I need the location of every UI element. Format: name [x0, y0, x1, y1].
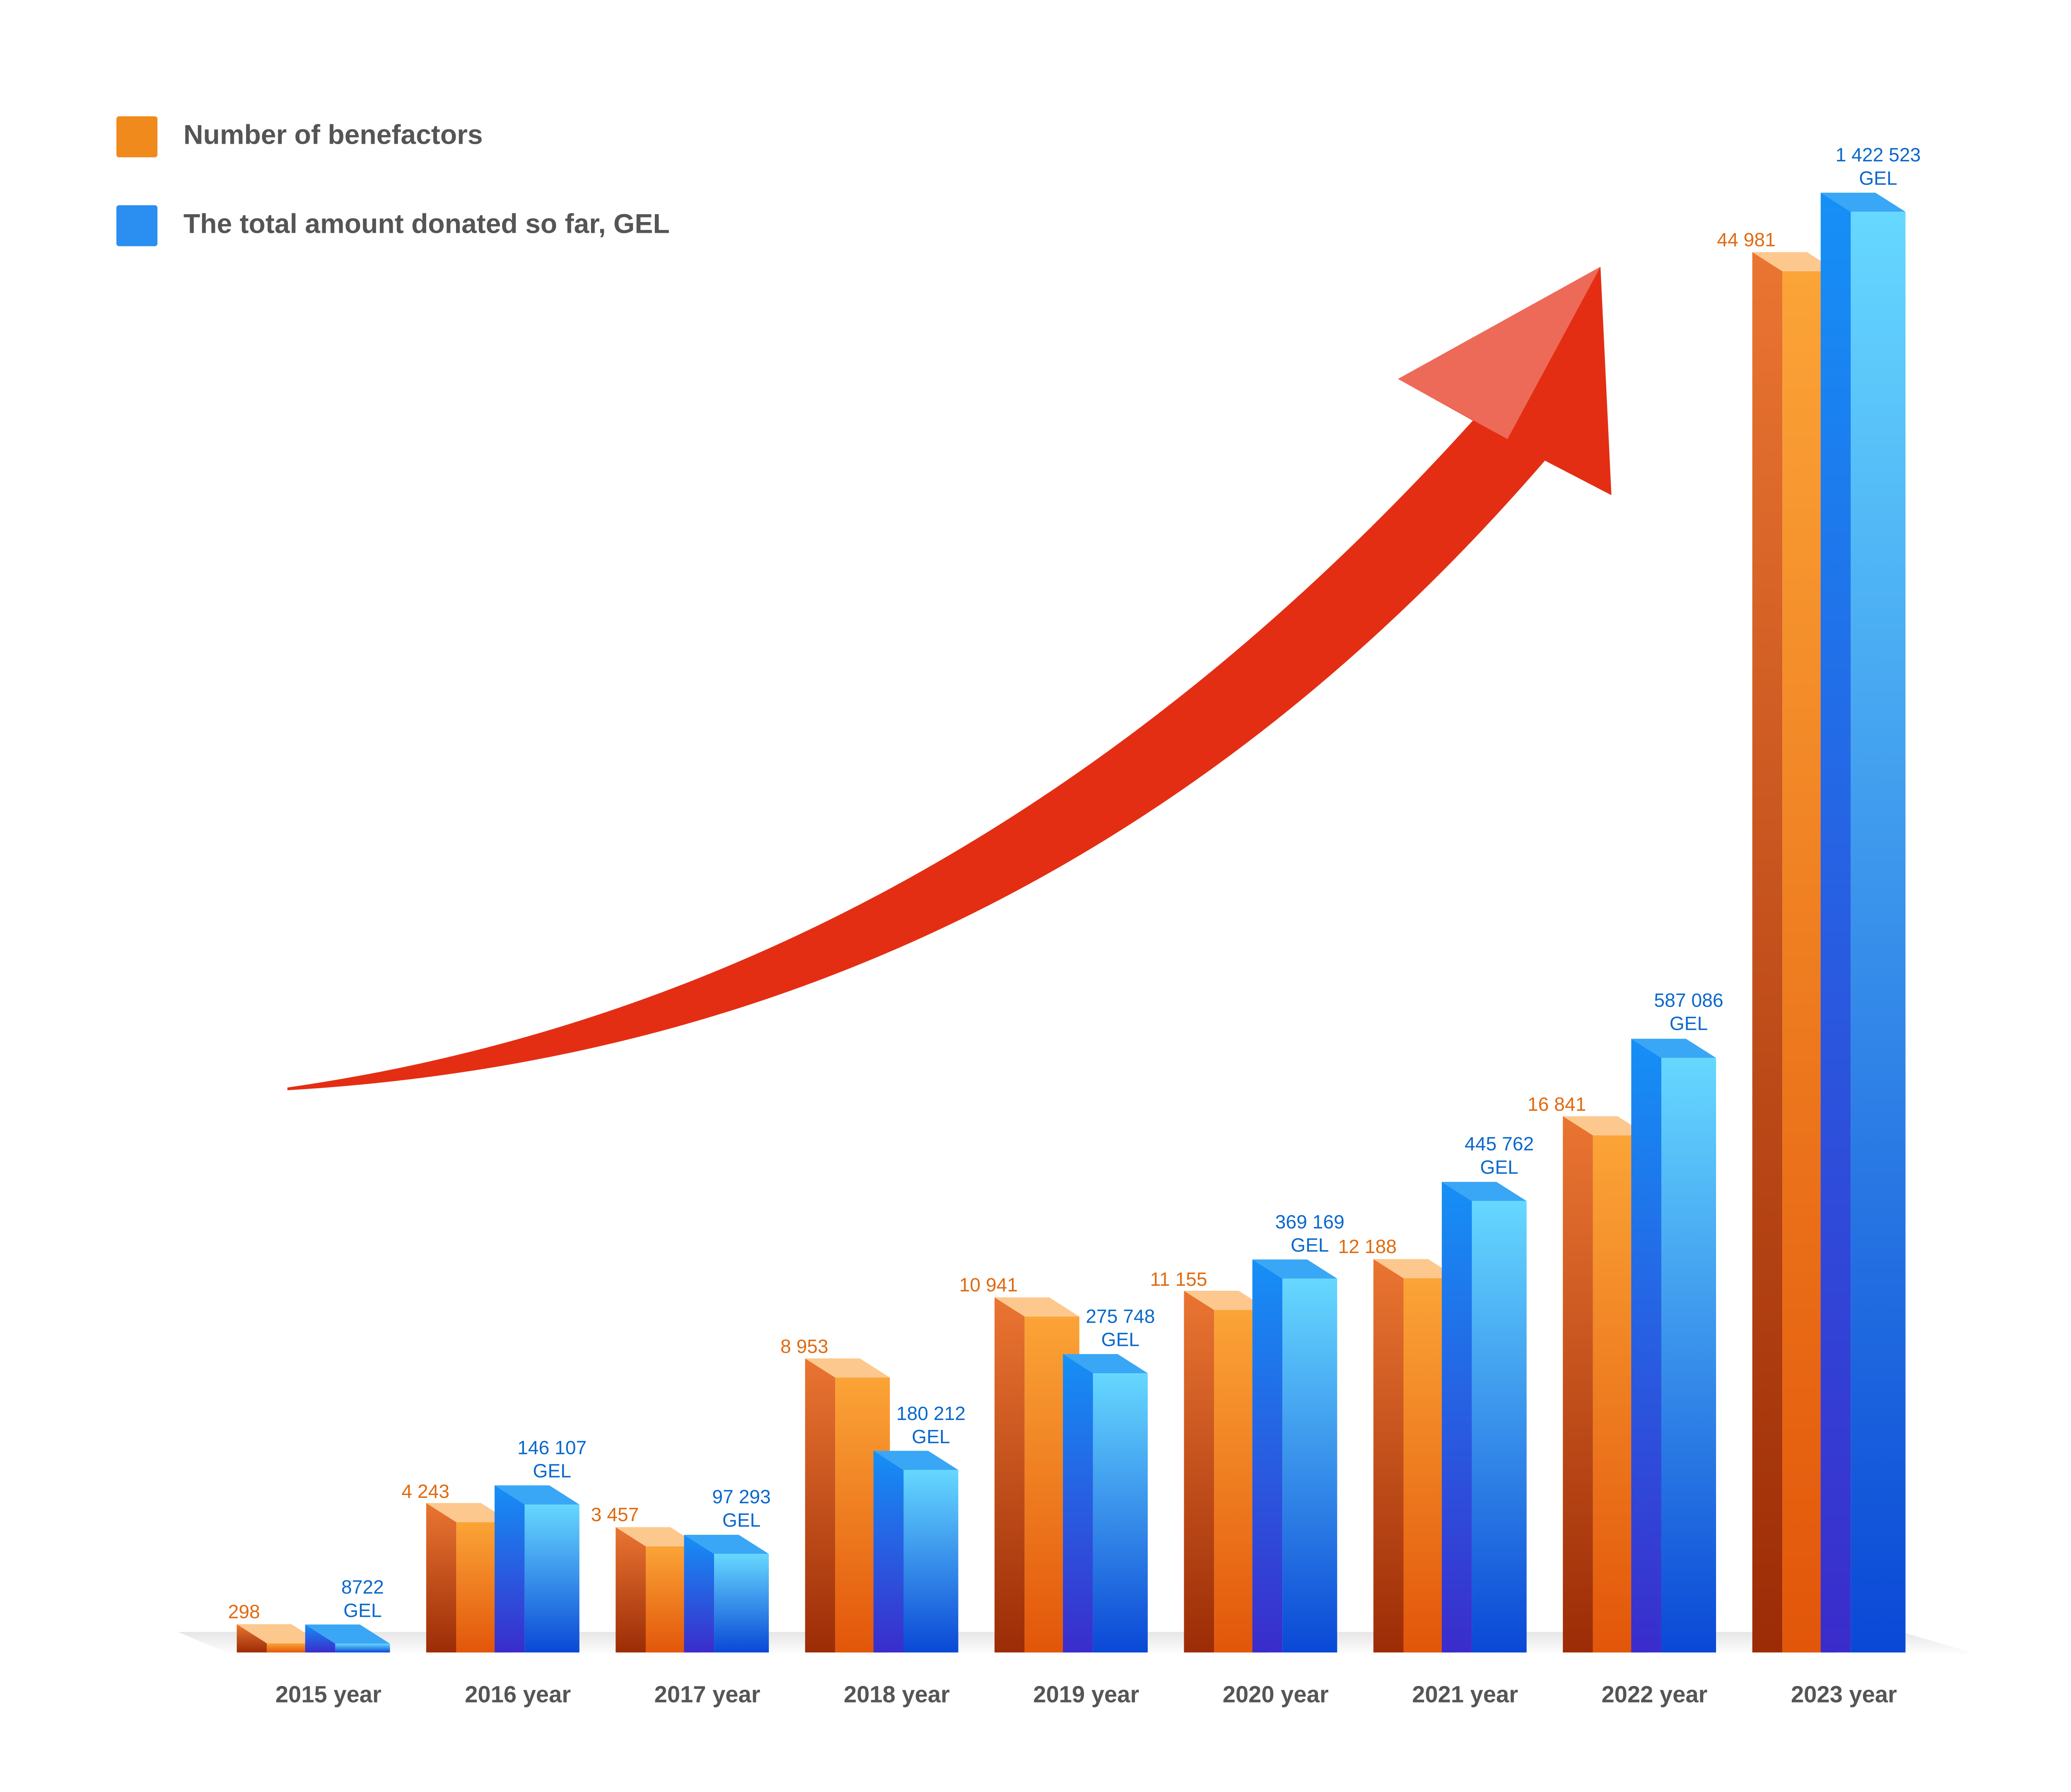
- value-label: 8 953: [780, 1335, 828, 1357]
- value-label: 12 188: [1338, 1236, 1397, 1258]
- bar-top: [495, 1485, 579, 1505]
- bar: [1851, 212, 1906, 1653]
- value-label-box: 1 422 523 GEL: [1835, 143, 1921, 189]
- bar-side: [426, 1503, 456, 1653]
- value-label-box: 445 762 GEL: [1465, 1133, 1534, 1178]
- value-label: 445 762 GEL: [1465, 1133, 1534, 1178]
- value-label: 369 169 GEL: [1275, 1210, 1344, 1256]
- value-label-box: 3 457: [591, 1504, 639, 1526]
- value-label-box: 12 188: [1338, 1236, 1397, 1258]
- bar-top: [1184, 1291, 1269, 1310]
- x-tick-label: 2018 year: [844, 1681, 950, 1707]
- x-tick-label: 2020 year: [1223, 1681, 1329, 1707]
- bar-side: [684, 1535, 714, 1653]
- value-label: 146 107 GEL: [517, 1436, 587, 1481]
- trend-arrow-highlight: [1398, 266, 1601, 440]
- value-label: 16 841: [1527, 1093, 1586, 1115]
- bar-side: [616, 1527, 646, 1653]
- bar-top: [1752, 252, 1837, 271]
- value-label-box: 97 293 GEL: [712, 1485, 771, 1531]
- bar-side: [1752, 252, 1783, 1653]
- bar-top: [805, 1358, 890, 1378]
- value-label: 11 155: [1150, 1267, 1207, 1290]
- legend-label: The total amount donated so far, GEL: [183, 208, 670, 239]
- bar: [714, 1554, 769, 1653]
- bar-top: [1820, 193, 1906, 212]
- value-label-box: 10 941: [959, 1274, 1018, 1296]
- bar-side: [495, 1485, 525, 1653]
- legend-swatch: [116, 116, 158, 157]
- value-label: 298: [228, 1601, 260, 1623]
- value-label-box: 298: [228, 1601, 260, 1623]
- value-label: 180 212 GEL: [896, 1401, 966, 1447]
- bar-top: [426, 1503, 511, 1522]
- bar-side: [873, 1451, 904, 1653]
- x-tick-label: 2022 year: [1601, 1681, 1707, 1707]
- bar-top: [684, 1535, 769, 1554]
- value-label-box: 8 953: [780, 1335, 828, 1357]
- bar-side: [994, 1297, 1025, 1653]
- bar: [1472, 1201, 1527, 1653]
- bar-top: [1441, 1182, 1527, 1201]
- value-label: 1 422 523 GEL: [1835, 143, 1921, 189]
- bar-side: [305, 1624, 336, 1653]
- value-label-box: 16 841: [1527, 1093, 1586, 1115]
- bar: [1282, 1278, 1337, 1653]
- x-tick-label: 2015 year: [275, 1681, 381, 1707]
- x-tick-label: 2023 year: [1791, 1681, 1897, 1707]
- value-label-box: 146 107 GEL: [517, 1436, 587, 1481]
- value-label-box: 180 212 GEL: [896, 1401, 966, 1447]
- value-label: 8722 GEL: [341, 1575, 384, 1621]
- bar-top: [873, 1451, 958, 1470]
- legend-swatch: [116, 205, 158, 246]
- bar-top: [1563, 1116, 1648, 1135]
- bar-side: [1184, 1291, 1214, 1653]
- value-label: 587 086 GEL: [1654, 989, 1723, 1035]
- value-label: 4 243: [401, 1480, 450, 1502]
- bar-top: [994, 1297, 1079, 1317]
- bar: [1661, 1058, 1716, 1653]
- bar-side: [1441, 1182, 1472, 1653]
- bar-side: [1563, 1116, 1593, 1653]
- bar-top: [1631, 1038, 1716, 1058]
- value-label: 3 457: [591, 1504, 639, 1526]
- value-label-box: 369 169 GEL: [1275, 1210, 1344, 1256]
- value-label: 97 293 GEL: [712, 1485, 771, 1531]
- bar-side: [1252, 1259, 1283, 1653]
- bar-top: [1063, 1354, 1148, 1374]
- bar-side: [1631, 1038, 1661, 1653]
- bar-side: [805, 1358, 835, 1653]
- bar-top: [305, 1624, 390, 1644]
- bar: [1093, 1373, 1148, 1653]
- legend-label: Number of benefactors: [183, 119, 483, 150]
- bar-side: [1820, 193, 1851, 1653]
- value-label-box: 8722 GEL: [341, 1575, 384, 1621]
- bar-side: [1373, 1259, 1404, 1653]
- bar: [335, 1643, 390, 1653]
- x-tick-label: 2019 year: [1033, 1681, 1139, 1707]
- x-tick-label: 2021 year: [1412, 1681, 1518, 1707]
- value-label: 44 981: [1717, 229, 1776, 251]
- bar-side: [1063, 1354, 1093, 1653]
- value-label-box: 44 981: [1717, 229, 1776, 251]
- bar-top: [1373, 1259, 1458, 1278]
- trend-arrow-body: [287, 418, 1546, 1090]
- value-label-box: 11 155: [1150, 1267, 1207, 1290]
- value-label: 275 748 GEL: [1086, 1304, 1155, 1350]
- bar: [524, 1504, 579, 1653]
- bar-top: [616, 1527, 701, 1546]
- bar-top: [237, 1624, 322, 1644]
- value-label-box: 4 243: [401, 1480, 450, 1502]
- value-label-box: 587 086 GEL: [1654, 989, 1723, 1035]
- x-tick-label: 2016 year: [465, 1681, 571, 1707]
- bar-side: [237, 1624, 267, 1653]
- bar-top: [1252, 1259, 1337, 1279]
- value-label-box: 275 748 GEL: [1086, 1304, 1155, 1350]
- bar: [903, 1470, 958, 1653]
- x-tick-label: 2017 year: [654, 1681, 760, 1707]
- value-label: 10 941: [959, 1274, 1018, 1296]
